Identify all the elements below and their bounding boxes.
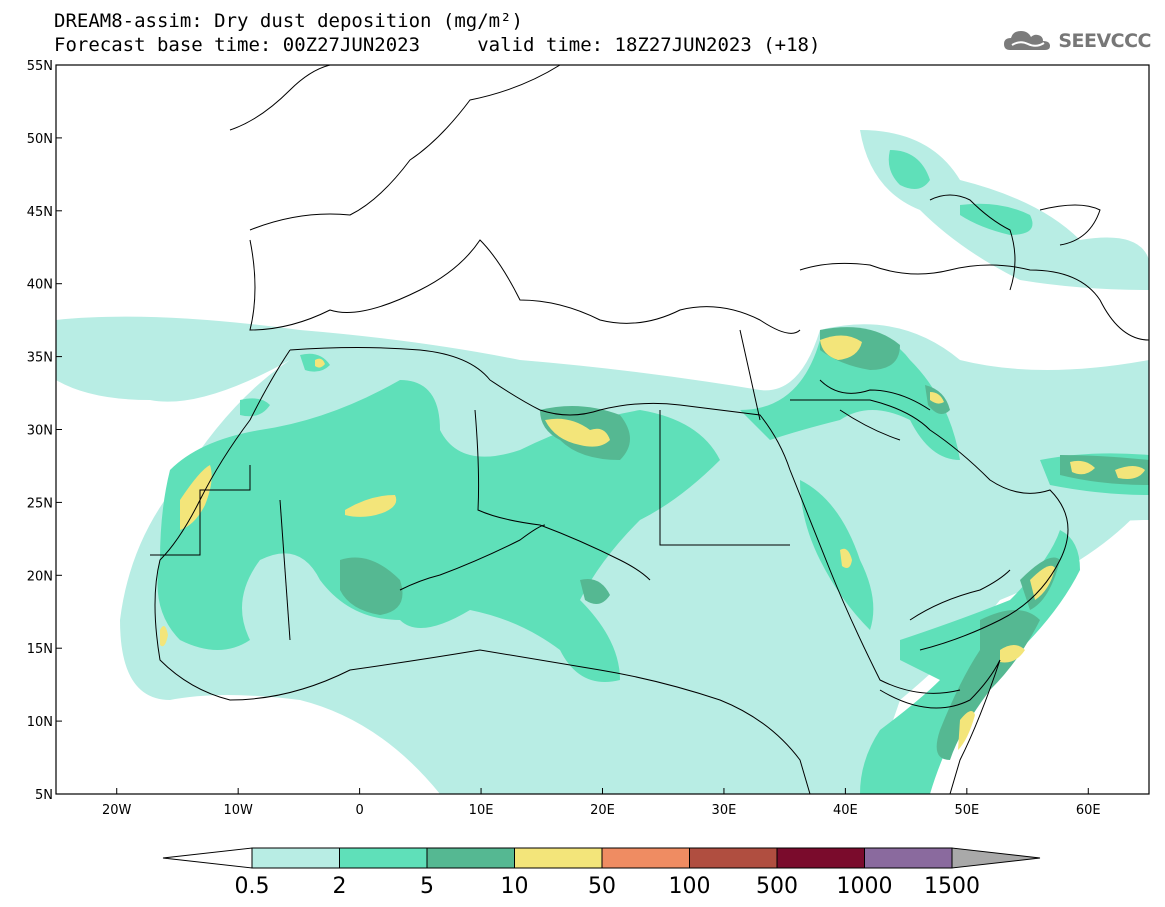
colorbar-segment <box>251 847 340 869</box>
colorbar-label: 1500 <box>924 874 980 899</box>
colorbar-label: 1000 <box>837 874 893 899</box>
lat-label: 50N <box>27 132 53 147</box>
map-title: DREAM8-assim: Dry dust deposition (mg/m²… <box>54 10 523 32</box>
lon-label: 20E <box>590 803 615 818</box>
colorbar-label: 100 <box>669 874 711 899</box>
seevccc-logo: SEEVCCC <box>1002 26 1151 56</box>
lon-label: 0 <box>355 803 363 818</box>
lat-label: 5N <box>35 788 53 803</box>
coastlines <box>150 65 1149 794</box>
colorbar-label: 500 <box>756 874 798 899</box>
longitude-axis: 20W 10W 0 10E 20E 30E 40E 50E 60E <box>102 788 1101 818</box>
lon-label: 50E <box>954 803 979 818</box>
cloud-icon <box>1004 31 1051 50</box>
colorbar-label: 2 <box>333 874 347 899</box>
colorbar-label: 10 <box>501 874 529 899</box>
latitude-axis: 55N 50N 45N 40N 35N 30N 25N 20N 15N 10N 5N <box>27 59 62 803</box>
colorbar-segment <box>339 847 428 869</box>
lon-label: 20W <box>102 803 132 818</box>
forecast-times: Forecast base time: 00Z27JUN2023 valid t… <box>54 34 821 56</box>
colorbar-under-triangle <box>162 847 253 869</box>
lat-label: 30N <box>27 424 53 439</box>
dust-field <box>56 130 1149 794</box>
logo-text: SEEVCCC <box>1058 30 1151 52</box>
colorbar-segment <box>601 847 690 869</box>
colorbar-segment <box>776 847 865 869</box>
colorbar-label: 5 <box>420 874 434 899</box>
colorbar-label: 50 <box>588 874 616 899</box>
colorbar-segment <box>689 847 778 869</box>
lon-label: 40E <box>833 803 858 818</box>
colorbar-label: 0.5 <box>235 874 270 899</box>
lon-label: 60E <box>1076 803 1101 818</box>
lon-label: 10E <box>469 803 494 818</box>
colorbar-segment <box>514 847 603 869</box>
lat-label: 55N <box>27 59 53 74</box>
lat-label: 25N <box>27 496 53 511</box>
lat-label: 40N <box>27 278 53 293</box>
colorbar-segment <box>426 847 515 869</box>
lat-label: 10N <box>27 715 53 730</box>
lat-label: 45N <box>27 205 53 220</box>
lat-label: 20N <box>27 569 53 584</box>
colorbar: 0.5 2 5 10 50 100 500 1000 1500 <box>162 847 1041 899</box>
lon-label: 30E <box>712 803 737 818</box>
lat-label: 15N <box>27 642 53 657</box>
lon-label: 10W <box>223 803 253 818</box>
colorbar-segment <box>864 847 953 869</box>
lat-label: 35N <box>27 351 53 366</box>
colorbar-over-triangle <box>951 847 1041 869</box>
